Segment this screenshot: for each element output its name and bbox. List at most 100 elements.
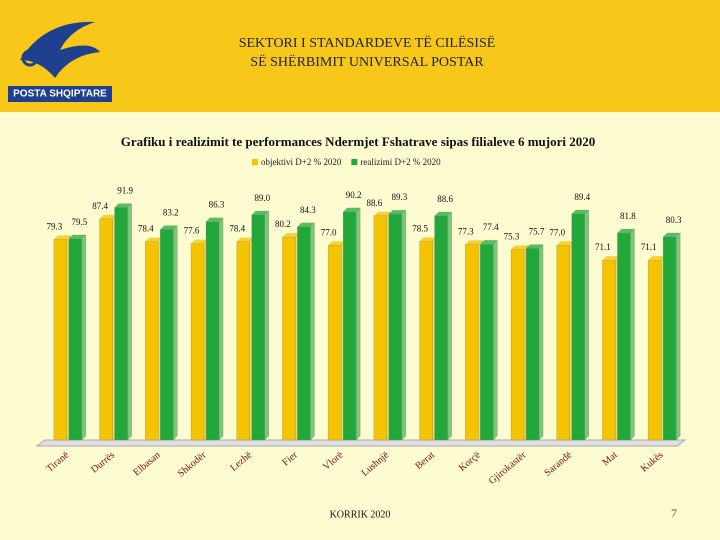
bar-side [630,228,635,441]
data-label: 71.1 [641,242,657,252]
bar [525,248,540,441]
data-label: 88.6 [366,198,382,208]
bar [556,245,570,441]
bar-top [556,241,574,246]
bar [53,239,68,441]
bar-side [675,232,681,441]
bar-side [538,244,544,441]
bar [99,218,113,441]
data-label: 88.6 [437,194,453,204]
bar [434,215,448,441]
data-label: 71.1 [595,242,611,252]
bar-top [251,210,269,215]
bar-top [160,225,178,230]
bar-side [264,210,269,441]
bar-top [114,203,132,208]
bar [251,214,265,441]
data-label: 81.8 [620,211,636,221]
data-label: 80.3 [666,215,682,225]
data-label: 84.3 [300,205,316,215]
bar-side [401,209,407,441]
data-label: 91.9 [117,186,133,196]
data-label: 87.4 [92,201,108,211]
logo-horn [20,21,100,78]
bar-top [206,217,223,222]
data-label: 79.5 [71,217,87,227]
data-label: 77.0 [549,227,565,237]
data-label: 89.3 [391,192,407,202]
bar [617,232,631,441]
bar-top [388,210,406,215]
bar [190,243,205,441]
bar [297,226,311,441]
bar [342,211,357,441]
bar-top [373,211,391,216]
data-label: 89.0 [254,193,270,203]
bar-top [419,237,437,242]
data-label: 78.5 [412,223,428,233]
data-label: 77.3 [458,226,474,236]
bar-top [53,235,71,240]
bar-top [663,232,681,237]
legend-label: realizimi D+2 % 2020 [360,157,441,167]
bar [510,249,525,441]
bar [160,229,174,441]
footer-date: KORRIK 2020 [330,509,391,520]
bar-side [127,203,132,441]
bar-top [328,241,346,246]
bar [419,241,433,441]
data-label: 79.3 [46,221,62,231]
legend-swatch [351,159,358,165]
bar-top [145,237,163,242]
data-label: 77.6 [184,226,200,236]
data-label: 89.4 [574,192,590,202]
bar-top [526,244,543,249]
bar-top [465,240,483,245]
bar [647,259,662,441]
bar [114,207,128,441]
bar-side [493,239,498,441]
bar-top [480,240,498,245]
legend-label: objektivi D+2 % 2020 [261,157,342,167]
bar-top [297,222,315,227]
bar [327,245,342,441]
logo-ring [21,49,39,67]
bar-top [99,214,117,219]
bar-top [191,239,208,244]
bar [571,213,585,441]
bar-top [343,207,361,212]
bar-side [355,207,361,441]
bar-side [310,222,315,441]
slide-title: SË SHËRBIMIT UNIVERSAL POSTAR [250,53,484,70]
bar [602,259,616,441]
bar-top [571,209,589,214]
bar [480,244,494,441]
bar-side [81,234,87,441]
logo-text: POSTA SHQIPTARE [13,89,107,100]
bar-top [236,237,254,242]
slide-title: SEKTORI I STANDARDEVE TË CILËSISË [239,34,496,51]
bar [205,221,220,441]
floor [35,439,687,447]
bar [373,215,388,441]
data-label: 86.3 [209,200,225,210]
bar-side [218,217,224,441]
data-label: 75.3 [504,232,520,242]
bar [236,241,250,441]
bar-top [282,233,300,238]
bar-top [602,256,620,261]
header-band [0,0,720,112]
bar-side [447,211,452,441]
data-label: 78.4 [229,224,245,234]
chart-title: Grafiku i realizimit te performances Nde… [121,134,596,149]
logo: POSTA SHQIPTARE [8,21,112,102]
bar [282,236,296,441]
data-label: 78.4 [138,224,154,234]
data-label: 80.2 [275,219,291,229]
bar [662,236,677,441]
bar [145,241,159,441]
bar-top [434,211,452,216]
bar [388,213,403,441]
bar-top [648,256,666,261]
